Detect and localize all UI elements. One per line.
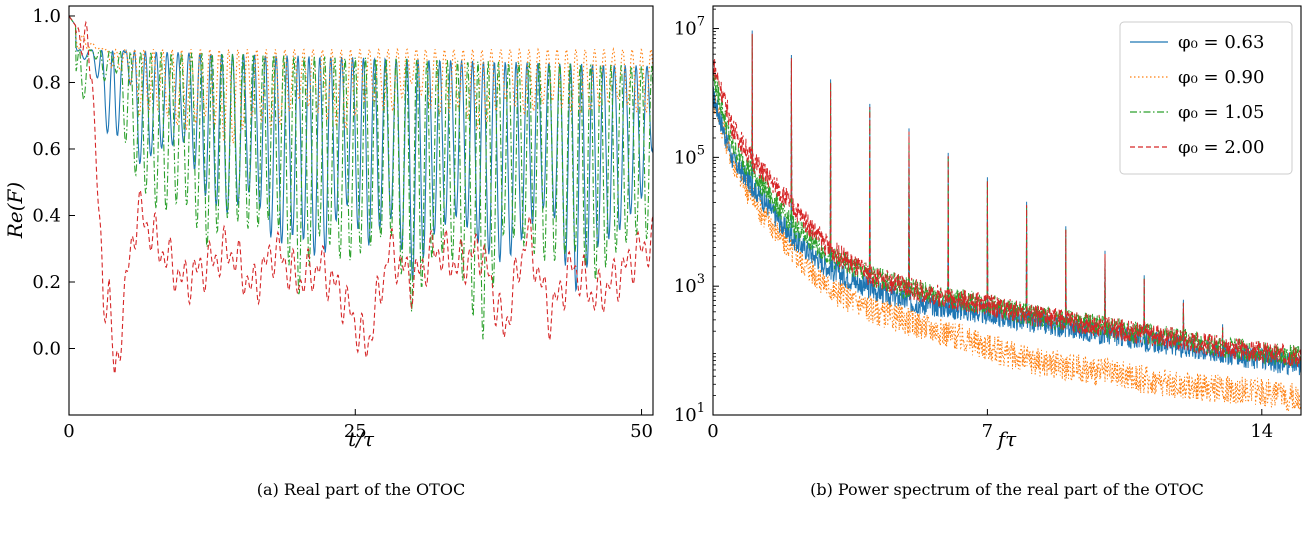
panel-a-y-axis-label: Re(F) (3, 182, 27, 239)
panel-b-x-tick-label: 14 (1250, 421, 1273, 442)
legend-entry-label: φ₀ = 0.90 (1178, 67, 1264, 88)
panel-a-x-axis-label: t/τ (348, 427, 375, 451)
panel-a-caption: (a) Real part of the OTOC (257, 480, 465, 499)
panel-a-y-tick-label: 1.0 (32, 6, 61, 27)
panel-b: 0 7 14 101 103 105 107 fτ (b) Power spectrum o… (674, 5, 1302, 499)
panel-a-y-tick-label: 0.6 (32, 139, 61, 160)
panel-a: 0 25 50 0.0 0.2 0.4 0.6 0.8 1.0 t/τ Re(F) (a) Re… (3, 5, 654, 499)
panel-a-ticks: 0 25 50 0.0 0.2 0.4 0.6 0.8 1.0 (32, 6, 653, 442)
panel-a-y-tick-label: 0.8 (32, 72, 61, 93)
panel-a-series-line (68, 15, 654, 340)
panel-a-series-line (68, 15, 654, 293)
legend-entry-label: φ₀ = 2.00 (1178, 137, 1264, 158)
legend: φ₀ = 0.63 φ₀ = 0.90 φ₀ = 1.05 φ₀ = 2.00 (1119, 21, 1293, 175)
panel-a-x-tick-label: 25 (344, 421, 367, 442)
legend-box (1119, 21, 1293, 175)
panel-a-y-tick-label: 0.2 (32, 272, 61, 293)
panel-b-frame (712, 5, 1302, 416)
panel-b-series-lines (712, 30, 1302, 411)
panel-b-caption: (b) Power spectrum of the real part of t… (810, 480, 1204, 499)
panel-b-y-tick-label: 103 (674, 272, 705, 297)
legend-entry-label: φ₀ = 1.05 (1178, 102, 1264, 123)
panel-a-series-line (68, 15, 654, 144)
panel-b-series-line (712, 87, 1302, 411)
panel-a-y-tick-label: 0.4 (32, 205, 61, 226)
legend-entry-label: φ₀ = 0.63 (1178, 32, 1264, 53)
panel-b-x-tick-label: 7 (982, 421, 993, 442)
panel-a-series-line (68, 15, 654, 376)
panel-b-x-axis-label: fτ (996, 427, 1017, 451)
panel-a-x-tick-label: 0 (63, 421, 74, 442)
panel-a-frame (68, 5, 654, 416)
panel-b-series-line (712, 30, 1302, 376)
panel-b-y-tick-label: 101 (674, 401, 705, 426)
panel-a-series-lines (68, 15, 654, 376)
panel-b-y-tick-label: 105 (674, 143, 705, 168)
panel-b-x-tick-label: 0 (707, 421, 718, 442)
panel-a-y-tick-label: 0.0 (32, 338, 61, 359)
panel-b-series-line (712, 33, 1302, 367)
panel-b-y-tick-label: 107 (674, 15, 705, 40)
panel-a-x-tick-label: 50 (630, 421, 653, 442)
